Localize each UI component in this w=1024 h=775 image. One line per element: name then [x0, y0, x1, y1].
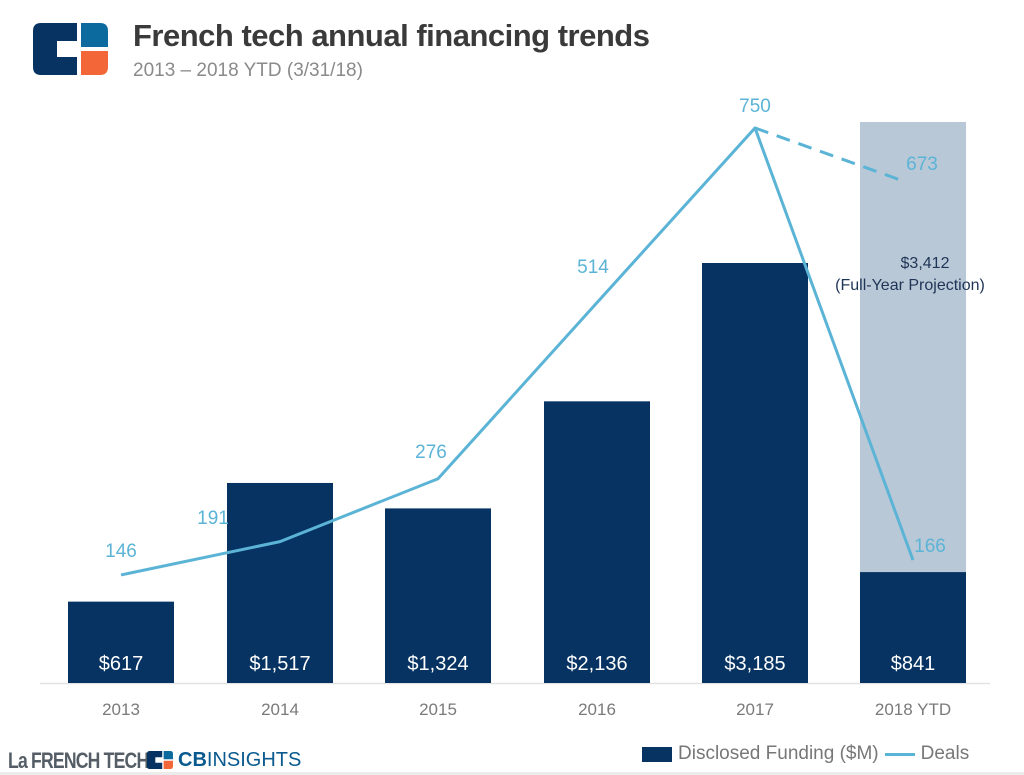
funding-bar — [702, 263, 808, 683]
deals-label: 514 — [577, 257, 609, 278]
legend-swatch-deals — [884, 752, 915, 756]
funding-bar-label: $3,185 — [724, 653, 785, 675]
projection-funding-label: $3,412 — [901, 255, 950, 272]
x-tick-label: 2018 YTD — [875, 700, 951, 719]
cb-text-bold: CB — [178, 748, 207, 771]
funding-bar — [227, 482, 333, 683]
funding-bar-label: $1,517 — [249, 653, 310, 675]
footer-divider — [0, 772, 1024, 775]
la-french-tech-logo: La FRENCH TECH — [8, 748, 149, 773]
funding-bar — [385, 508, 491, 683]
funding-bar-label: $1,324 — [407, 653, 468, 675]
deals-label: 276 — [415, 442, 447, 463]
projection-note-label: (Full-Year Projection) — [835, 277, 985, 294]
x-tick-label: 2016 — [578, 700, 616, 719]
x-tick-label: 2017 — [736, 700, 774, 719]
funding-bar-label: $841 — [891, 653, 936, 675]
funding-bar-label: $2,136 — [566, 653, 627, 675]
deals-line — [120, 126, 915, 577]
deals-label: 146 — [105, 541, 137, 562]
cb-insights-logo-icon — [33, 23, 108, 75]
cb-text-rest: INSIGHTS — [206, 748, 302, 771]
x-tick-label: 2015 — [419, 700, 457, 719]
x-tick-label: 2013 — [102, 700, 140, 719]
chart-title: French tech annual financing trends — [133, 18, 650, 53]
deals-projection-label: 673 — [906, 154, 938, 175]
legend-label-funding: Disclosed Funding ($M) — [678, 743, 879, 764]
legend: Disclosed Funding ($M) Deals — [642, 743, 969, 765]
deals-label: 191 — [197, 508, 229, 529]
funding-bar — [860, 572, 966, 683]
x-tick-label: 2014 — [261, 700, 299, 719]
cb-insights-footer-logo: CBINSIGHTS — [146, 748, 302, 771]
legend-swatch-funding — [642, 746, 672, 762]
deals-label: 166 — [914, 536, 946, 557]
cb-insights-small-icon — [147, 751, 173, 769]
funding-bar — [68, 601, 174, 683]
funding-bar-label: $617 — [99, 653, 144, 675]
deals-projection-dashed-line — [754, 126, 907, 184]
deals-label: 750 — [739, 96, 771, 117]
chart-subtitle: 2013 – 2018 YTD (3/31/18) — [133, 60, 363, 81]
funding-bar — [544, 401, 650, 683]
legend-label-deals: Deals — [920, 743, 970, 764]
